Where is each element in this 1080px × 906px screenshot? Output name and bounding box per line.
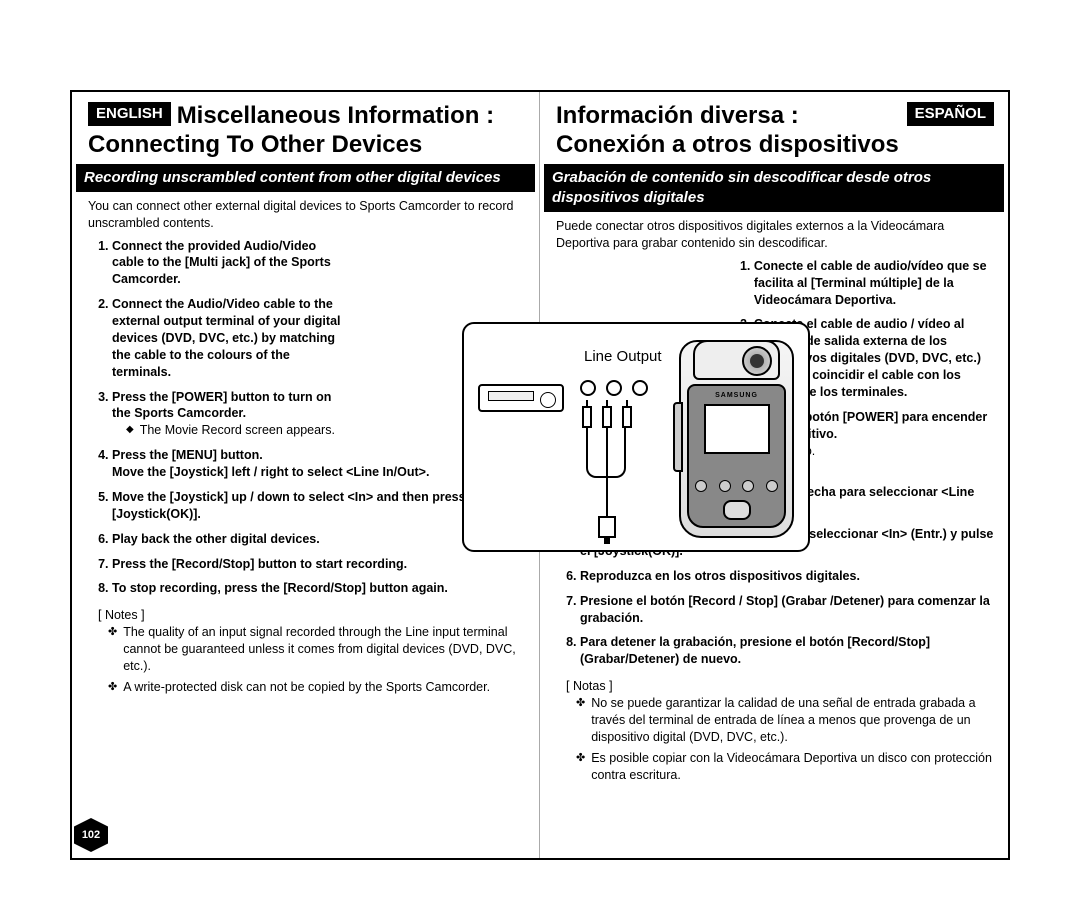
rca-output-icon [580,380,648,396]
notes-heading: [ Notes ] [98,607,525,624]
step-item: Connect the provided Audio/Video cable t… [112,238,352,289]
multi-plug-icon [598,516,616,538]
page-number: 102 [74,818,108,852]
notes-section: [ Notes ] The quality of an input signal… [88,607,525,695]
camcorder-icon: SAMSUNG [679,340,794,538]
intro-text: Puede conectar otros dispositivos digita… [556,218,994,252]
step-item: Conecte el cable de audio/vídeo que se f… [754,258,994,309]
subsection-heading: Grabación de contenido sin descodificar … [544,164,1004,213]
step-item: Press the [Record/Stop] button to start … [112,556,525,573]
note-item: No se puede garantizar la calidad de una… [576,695,994,746]
rca-plugs-icon [582,406,632,428]
step-sub-bullet: The Movie Record screen appears. [126,422,352,439]
step-item: Connect the Audio/Video cable to the ext… [112,296,352,380]
cable-icon [606,478,608,518]
note-item: Es posible copiar con la Videocámara Dep… [576,750,994,784]
connection-diagram: Line Output SAMSUNG [462,322,810,552]
subsection-heading: Recording unscrambled content from other… [76,164,535,192]
language-badge-english: ENGLISH [88,102,171,126]
note-item: A write-protected disk can not be copied… [108,679,525,696]
diagram-label: Line Output [584,348,662,365]
step-item: Presione el botón [Record / Stop] (Graba… [580,593,994,627]
step-item: Para detener la grabación, presione el b… [580,634,994,668]
section-title: Información diversa : [556,102,799,131]
notes-section: [ Notas ] No se puede garantizar la cali… [556,678,994,783]
section-title-line2: Connecting To Other Devices [88,131,525,160]
cable-icon [586,428,626,478]
notes-heading: [ Notas ] [566,678,994,695]
external-device-icon [478,384,564,412]
intro-text: You can connect other external digital d… [88,198,525,232]
section-title: Miscellaneous Information : [177,102,494,131]
language-badge-spanish: ESPAÑOL [907,102,994,126]
note-item: The quality of an input signal recorded … [108,624,525,675]
manual-page: Line Output SAMSUNG ENGLISH Miscellaneou… [70,90,1010,860]
section-title-line2: Conexión a otros dispositivos [556,131,994,160]
camcorder-brand: SAMSUNG [715,392,758,399]
step-item: Press the [POWER] button to turn on the … [112,389,352,440]
step-item: To stop recording, press the [Record/Sto… [112,580,525,597]
step-item: Reproduzca en los otros dispositivos dig… [580,568,994,585]
